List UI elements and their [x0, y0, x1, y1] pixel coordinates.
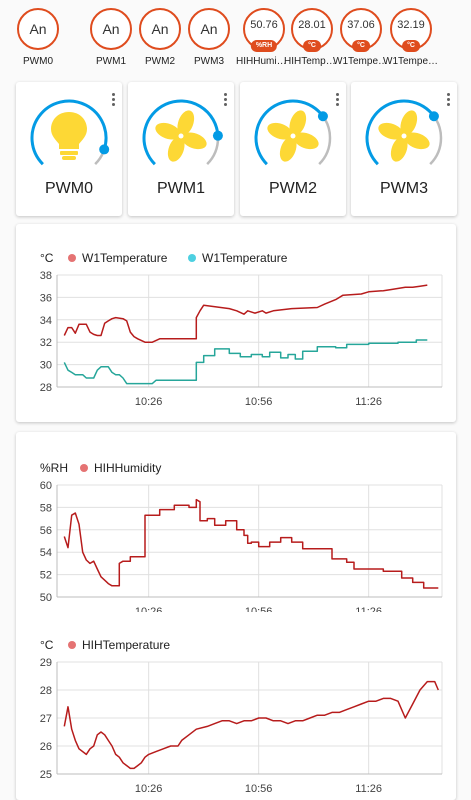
legend-entry[interactable]: HIHHumidity — [94, 461, 161, 475]
y-tick-label: 60 — [40, 480, 52, 492]
light-name: PWM3 — [380, 180, 428, 197]
x-tick-label: 10:56 — [245, 396, 273, 408]
series-line-0[interactable] — [63, 284, 428, 343]
legend-entry[interactable]: W1Temperature — [202, 251, 288, 265]
series-line-0[interactable] — [63, 680, 439, 770]
x-tick-label: 10:26 — [135, 783, 163, 795]
more-vert-icon[interactable] — [445, 92, 451, 108]
y-tick-label: 34 — [40, 315, 52, 327]
hih-humidity-chart[interactable]: %RH HIHHumidity 50 52 54 56 58 60 10:26 10:56 11:2… — [16, 432, 471, 618]
y-axis-label: °C — [40, 638, 54, 652]
brightness-dial[interactable] — [361, 94, 447, 170]
fan-icon — [155, 110, 207, 162]
brightness-dial[interactable] — [26, 94, 112, 170]
legend-swatch — [188, 254, 196, 262]
y-tick-label: 50 — [40, 592, 52, 604]
dial-knob[interactable] — [428, 111, 439, 122]
light-name: PWM0 — [45, 180, 93, 197]
y-tick-label: 38 — [40, 270, 52, 282]
x-tick-label: 10:26 — [135, 396, 163, 408]
hih-temperature-chart[interactable]: °C HIHTemperature 25 26 27 28 29 10:26 10:56 11:2… — [16, 616, 456, 796]
badge-name: HIHTemperature — [284, 56, 340, 67]
x-tick-label: 11:26 — [355, 783, 382, 795]
badge-hihhumidity[interactable]: 50.76 %RH HIHHumidity — [236, 8, 292, 67]
hih-chart-card: %RH HIHHumidity 50 52 54 56 58 60 10:26 10:56 11:2… — [16, 432, 471, 800]
y-tick-label: 29 — [40, 657, 52, 669]
y-tick-label: 54 — [40, 547, 52, 559]
dial-level — [254, 99, 325, 166]
x-tick-label: 10:26 — [135, 606, 163, 612]
badge-value: An — [17, 8, 59, 50]
badge-unit: %RH — [250, 40, 278, 52]
legend-swatch — [80, 464, 88, 472]
more-vert-icon[interactable] — [334, 92, 340, 108]
brightness-dial[interactable] — [138, 94, 224, 170]
dial-knob[interactable] — [99, 144, 110, 155]
dial-level — [142, 99, 220, 166]
fan-icon — [378, 110, 430, 162]
y-axis-label: %RH — [40, 461, 68, 475]
y-tick-label: 28 — [40, 685, 52, 697]
w1-temperature-chart[interactable]: °C W1Temperature W1Temperature 28 30 32 34 36 38… — [16, 224, 471, 422]
badge-pwm0[interactable]: An PWM0 — [15, 8, 61, 67]
y-tick-label: 56 — [40, 525, 52, 537]
badge-name: W1Temperature — [383, 56, 439, 67]
badge-bar: An PWM0 An PWM1 An PWM2 An PWM3 50.76 %RH HIHHumid… — [0, 0, 471, 76]
x-tick-label: 11:26 — [355, 606, 382, 612]
y-tick-label: 58 — [40, 502, 52, 514]
dial-level — [30, 99, 108, 166]
more-vert-icon[interactable] — [222, 92, 228, 108]
dial-knob[interactable] — [317, 111, 328, 122]
badge-pwm3[interactable]: An PWM3 — [186, 8, 232, 67]
y-axis-label: °C — [40, 251, 54, 265]
legend-swatch — [68, 254, 76, 262]
badge-pwm1[interactable]: An PWM1 — [88, 8, 134, 67]
badge-unit: °C — [402, 40, 420, 52]
light-name: PWM1 — [157, 180, 205, 197]
y-tick-label: 30 — [40, 360, 52, 372]
w1-temperature-chart-card: °C W1Temperature W1Temperature 28 30 32 34 36 38… — [16, 224, 471, 422]
brightness-dial[interactable] — [250, 94, 336, 170]
badge-name: PWM2 — [145, 56, 175, 67]
legend-entry[interactable]: W1Temperature — [82, 251, 168, 265]
light-card-pwm2[interactable]: PWM2 — [240, 82, 346, 216]
x-tick-label: 10:56 — [245, 783, 273, 795]
x-tick-label: 11:26 — [355, 396, 382, 408]
y-tick-label: 26 — [40, 741, 52, 753]
legend-swatch — [68, 641, 76, 649]
badge-name: W1Temperature — [333, 56, 389, 67]
badge-unit: °C — [303, 40, 321, 52]
y-tick-label: 25 — [40, 769, 52, 781]
fan-icon — [267, 110, 319, 162]
light-card-pwm0[interactable]: PWM0 — [16, 82, 122, 216]
badge-name: PWM3 — [194, 56, 224, 67]
badge-unit: °C — [352, 40, 370, 52]
light-card-pwm1[interactable]: PWM1 — [128, 82, 234, 216]
y-tick-label: 52 — [40, 570, 52, 582]
y-tick-label: 36 — [40, 292, 52, 304]
series-line-0[interactable] — [63, 498, 439, 589]
dial-level — [365, 99, 436, 166]
dial-knob[interactable] — [212, 130, 223, 141]
light-name: PWM2 — [269, 180, 317, 197]
badge-name: PWM1 — [96, 56, 126, 67]
y-tick-label: 28 — [40, 382, 52, 394]
legend-entry[interactable]: HIHTemperature — [82, 638, 170, 652]
x-tick-label: 10:56 — [245, 606, 273, 612]
badge-value: An — [139, 8, 181, 50]
y-tick-label: 27 — [40, 713, 52, 725]
badge-value: An — [90, 8, 132, 50]
series-line-1[interactable] — [63, 339, 428, 385]
more-vert-icon[interactable] — [110, 92, 116, 108]
badge-name: PWM0 — [23, 56, 53, 67]
light-card-pwm3[interactable]: PWM3 — [351, 82, 457, 216]
badge-value: An — [188, 8, 230, 50]
badge-pwm2[interactable]: An PWM2 — [137, 8, 183, 67]
y-tick-label: 32 — [40, 337, 52, 349]
lightbulb-icon — [51, 112, 87, 160]
